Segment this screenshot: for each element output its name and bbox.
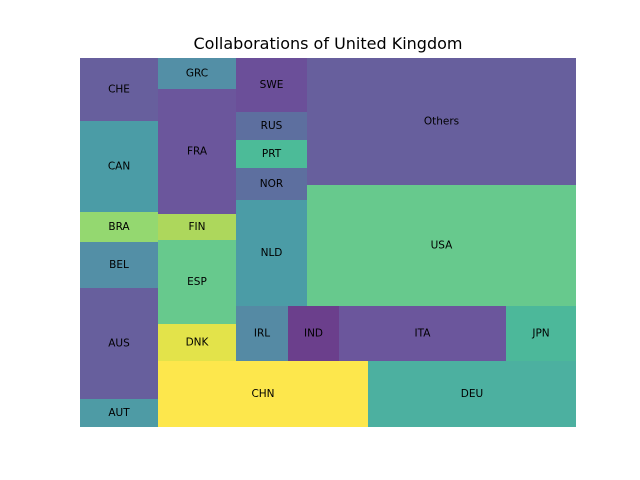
chart-title: Collaborations of United Kingdom: [194, 34, 463, 53]
cell-label-fin: FIN: [189, 221, 206, 233]
cell-ita: [339, 306, 506, 361]
cell-deu: [368, 361, 576, 427]
cell-usa: [307, 185, 576, 306]
cell-label-jpn: JPN: [531, 328, 549, 340]
cell-label-swe: SWE: [260, 79, 284, 91]
cell-bra: [80, 212, 158, 242]
cell-label-rus: RUS: [261, 120, 283, 132]
cell-label-usa: USA: [431, 240, 454, 252]
cell-chn: [158, 361, 368, 427]
cell-label-aut: AUT: [108, 407, 130, 419]
treemap-cells: CHE CAN BRA BEL AUS AUT GRC FRA FIN ESP DNK SWE RUS P…: [80, 58, 576, 427]
cell-label-nld: NLD: [261, 247, 283, 259]
cell-prt: [236, 140, 307, 168]
cell-label-dnk: DNK: [186, 337, 210, 349]
cell-label-bra: BRA: [108, 221, 130, 233]
cell-aus: [80, 288, 158, 399]
cell-label-deu: DEU: [461, 388, 483, 400]
cell-jpn: [506, 306, 576, 361]
cell-fin: [158, 214, 236, 240]
cell-nld: [236, 200, 307, 306]
cell-bel: [80, 242, 158, 288]
cell-label-ind: IND: [304, 328, 323, 340]
cell-label-che: CHE: [108, 84, 130, 96]
cell-label-ita: ITA: [415, 328, 432, 340]
cell-label-grc: GRC: [186, 68, 208, 80]
cell-aut: [80, 399, 158, 427]
cell-label-chn: CHN: [251, 388, 274, 400]
cell-rus: [236, 112, 307, 140]
cell-label-irl: IRL: [254, 328, 270, 340]
cell-label-can: CAN: [108, 161, 130, 173]
cell-label-aus: AUS: [108, 338, 130, 350]
cell-dnk: [158, 324, 236, 361]
cell-label-nor: NOR: [260, 178, 283, 190]
cell-che: [80, 58, 158, 121]
cell-irl: [236, 306, 288, 361]
cell-fra: [158, 89, 236, 214]
cell-can: [80, 121, 158, 212]
cell-others: [307, 58, 576, 185]
cell-label-prt: PRT: [262, 148, 282, 160]
cell-ind: [288, 306, 339, 361]
cell-label-esp: ESP: [187, 276, 207, 288]
cell-swe: [236, 58, 307, 112]
cell-label-bel: BEL: [109, 259, 129, 271]
cell-nor: [236, 168, 307, 200]
cell-label-others: Others: [424, 116, 459, 128]
cell-label-fra: FRA: [187, 146, 208, 158]
cell-grc: [158, 58, 236, 89]
cell-esp: [158, 240, 236, 324]
